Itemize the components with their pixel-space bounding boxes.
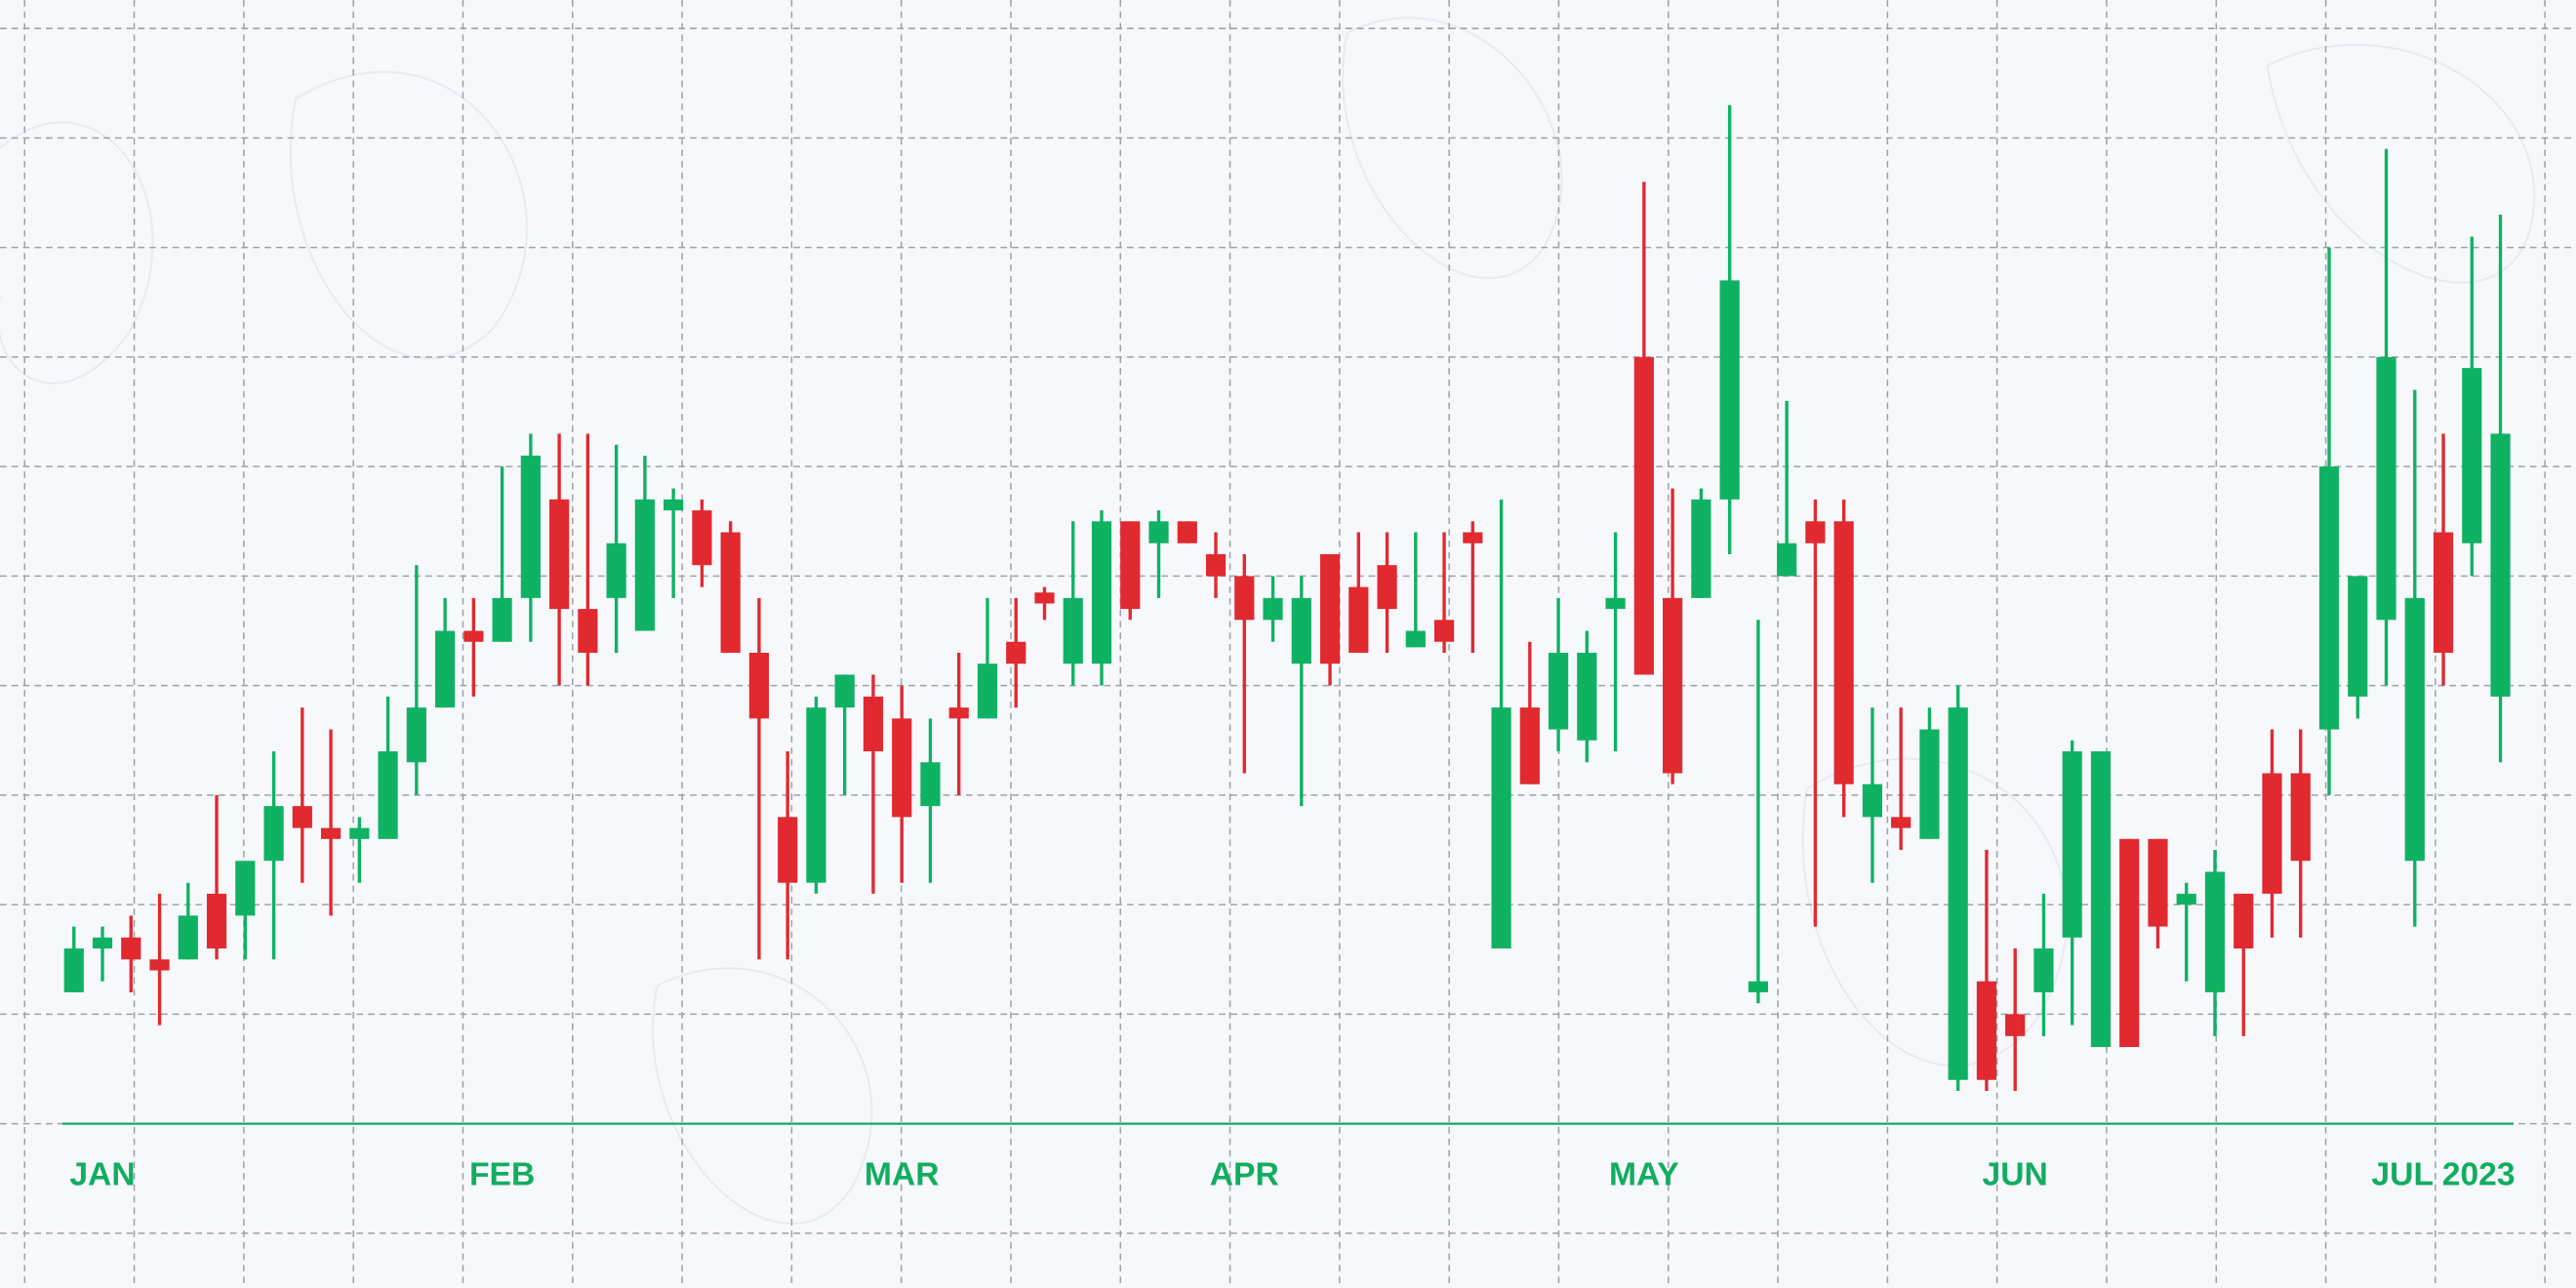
candle-body: [1319, 553, 1341, 664]
candle-body: [2290, 773, 2311, 862]
candle-body: [2462, 368, 2482, 543]
candle-body: [121, 937, 141, 960]
candle-body: [778, 817, 798, 883]
candle-body: [1034, 592, 1055, 604]
candle-body: [1177, 521, 1197, 543]
candle-body: [1348, 586, 1369, 653]
x-tick-label: JUN: [1983, 1156, 2048, 1192]
candle-body: [578, 609, 598, 653]
candle-body: [1891, 817, 1912, 828]
candle-body: [1377, 565, 1397, 610]
candle-body: [1063, 597, 1083, 664]
candle-body: [549, 499, 570, 610]
candle-body: [2148, 838, 2168, 927]
candle-body: [1919, 729, 1940, 839]
candle-body: [1948, 707, 1968, 1080]
candle-body: [63, 948, 84, 992]
candle-body: [1263, 597, 1283, 621]
candle-body: [178, 915, 198, 960]
candle-body: [920, 762, 941, 807]
candle-body: [235, 861, 256, 916]
candle-body: [1291, 597, 1311, 664]
candle-body: [1577, 652, 1597, 741]
candle-body: [492, 597, 512, 642]
candle-body: [1633, 356, 1654, 675]
candle-body: [2033, 948, 2054, 992]
candle-body: [1405, 630, 1426, 648]
candle-body: [1976, 981, 1997, 1080]
candle-body: [1719, 280, 1740, 500]
candle-body: [2005, 1014, 2026, 1036]
candle-body: [2262, 773, 2282, 894]
candle-body: [634, 499, 655, 631]
candle-body: [1548, 652, 1569, 730]
candle-body: [692, 510, 712, 566]
candle-body: [806, 707, 826, 883]
candle-body: [2490, 433, 2511, 697]
candle-body: [2404, 597, 2425, 862]
candle-body: [863, 696, 884, 751]
candle-body: [1663, 597, 1683, 774]
candle-body: [92, 937, 113, 949]
candle-body: [1234, 576, 1255, 621]
candle-body: [2376, 356, 2396, 621]
candle-body: [349, 827, 370, 839]
candle-body: [892, 718, 912, 818]
candle-body: [2119, 838, 2140, 1048]
candle-body: [1148, 521, 1169, 543]
candle-body: [948, 707, 969, 719]
candle-body: [149, 959, 170, 971]
candle-body: [2234, 893, 2254, 949]
candle-body: [463, 630, 484, 642]
x-tick-label: JUL 2023: [2371, 1156, 2515, 1192]
candle-body: [2348, 576, 2368, 697]
x-tick-label: MAR: [865, 1156, 940, 1192]
candle-body: [320, 827, 342, 839]
candle-body: [1805, 521, 1826, 543]
candle-body: [292, 806, 312, 828]
x-tick-label: MAY: [1609, 1156, 1679, 1192]
candle-body: [2062, 751, 2082, 938]
candle-body: [977, 664, 998, 719]
candle-body: [1862, 784, 1883, 818]
candle-body: [1205, 553, 1227, 577]
candle-body: [2318, 466, 2340, 730]
candle-body: [206, 893, 227, 949]
candle-body: [1748, 981, 1768, 992]
candle-body: [720, 532, 741, 653]
x-tick-label: FEB: [469, 1156, 535, 1192]
candle-body: [748, 652, 770, 719]
candle-body: [2433, 532, 2454, 653]
candle-body: [1091, 521, 1112, 664]
candle-body: [406, 707, 426, 763]
x-tick-label: APR: [1210, 1156, 1279, 1192]
candle-body: [520, 455, 541, 598]
candle-body: [1605, 597, 1626, 610]
candle-body: [1491, 707, 1511, 949]
candle-body: [606, 543, 626, 598]
candle-body: [834, 674, 855, 708]
candle-body: [1519, 707, 1540, 785]
candle-body: [1833, 521, 1854, 785]
vertical-grid: [23, 0, 2546, 1288]
candle-body: [1463, 532, 1483, 543]
candle-body: [1006, 641, 1026, 664]
candle-body: [378, 751, 398, 839]
candle-body: [263, 806, 284, 862]
candle-body: [1777, 543, 1797, 577]
candle-body: [1120, 521, 1141, 610]
candle-body: [2204, 871, 2226, 992]
candle-body: [2090, 751, 2112, 1048]
x-tick-label: JAN: [69, 1156, 135, 1192]
candle-body: [1433, 620, 1455, 642]
candle-body: [1691, 499, 1711, 598]
candle-body: [2176, 893, 2196, 906]
candle-body: [664, 499, 684, 511]
candle-body: [434, 630, 456, 708]
